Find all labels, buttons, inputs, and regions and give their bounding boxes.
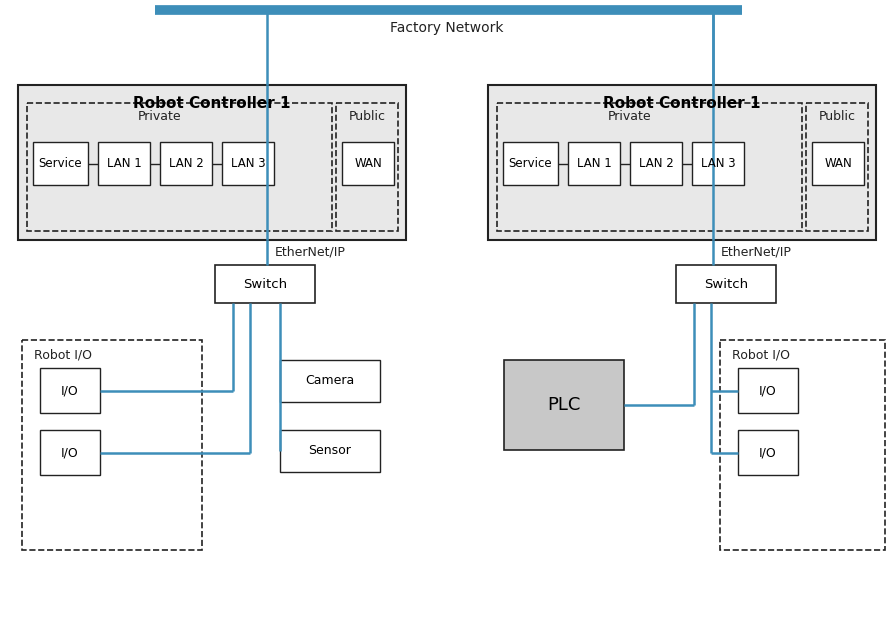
Text: Factory Network: Factory Network bbox=[390, 21, 504, 35]
Bar bbox=[18, 85, 406, 240]
Text: Robot Controller 1: Robot Controller 1 bbox=[603, 96, 761, 111]
Text: Private: Private bbox=[138, 111, 181, 124]
Bar bbox=[692, 142, 744, 185]
Bar bbox=[98, 142, 150, 185]
Text: I/O: I/O bbox=[759, 384, 777, 397]
Text: LAN 3: LAN 3 bbox=[230, 157, 265, 170]
Bar bbox=[630, 142, 682, 185]
Text: Switch: Switch bbox=[704, 277, 748, 290]
Text: LAN 1: LAN 1 bbox=[577, 157, 611, 170]
Bar bbox=[280, 360, 380, 402]
Text: WAN: WAN bbox=[354, 157, 382, 170]
Bar bbox=[215, 265, 315, 303]
Text: I/O: I/O bbox=[61, 446, 79, 459]
Text: Switch: Switch bbox=[243, 277, 287, 290]
Bar bbox=[488, 85, 876, 240]
Bar bbox=[720, 340, 885, 550]
Bar bbox=[738, 430, 798, 475]
Bar bbox=[336, 103, 398, 231]
Text: EtherNet/IP: EtherNet/IP bbox=[721, 246, 792, 259]
Text: Robot I/O: Robot I/O bbox=[732, 348, 790, 361]
Bar bbox=[40, 368, 100, 413]
Bar bbox=[342, 142, 394, 185]
Bar bbox=[222, 142, 274, 185]
Text: LAN 2: LAN 2 bbox=[168, 157, 203, 170]
Bar bbox=[280, 430, 380, 472]
Bar bbox=[497, 103, 802, 231]
Bar bbox=[22, 340, 202, 550]
Bar bbox=[503, 142, 558, 185]
Text: Camera: Camera bbox=[306, 374, 355, 388]
Bar bbox=[27, 103, 332, 231]
Text: LAN 2: LAN 2 bbox=[639, 157, 674, 170]
Text: Public: Public bbox=[349, 111, 385, 124]
Bar bbox=[40, 430, 100, 475]
Text: Robot Controller 1: Robot Controller 1 bbox=[134, 96, 290, 111]
Text: EtherNet/IP: EtherNet/IP bbox=[275, 246, 346, 259]
Text: I/O: I/O bbox=[759, 446, 777, 459]
Bar bbox=[160, 142, 212, 185]
Text: Sensor: Sensor bbox=[308, 445, 351, 458]
Bar bbox=[568, 142, 620, 185]
Text: Robot I/O: Robot I/O bbox=[34, 348, 92, 361]
Text: Service: Service bbox=[508, 157, 552, 170]
Text: Service: Service bbox=[39, 157, 82, 170]
Bar bbox=[33, 142, 88, 185]
Text: WAN: WAN bbox=[824, 157, 852, 170]
Bar bbox=[806, 103, 868, 231]
Bar bbox=[676, 265, 776, 303]
Text: LAN 3: LAN 3 bbox=[701, 157, 736, 170]
Bar bbox=[812, 142, 864, 185]
Text: Public: Public bbox=[819, 111, 856, 124]
Bar bbox=[738, 368, 798, 413]
Bar bbox=[504, 360, 624, 450]
Text: LAN 1: LAN 1 bbox=[107, 157, 142, 170]
Text: I/O: I/O bbox=[61, 384, 79, 397]
Text: PLC: PLC bbox=[547, 396, 581, 414]
Text: Private: Private bbox=[607, 111, 651, 124]
